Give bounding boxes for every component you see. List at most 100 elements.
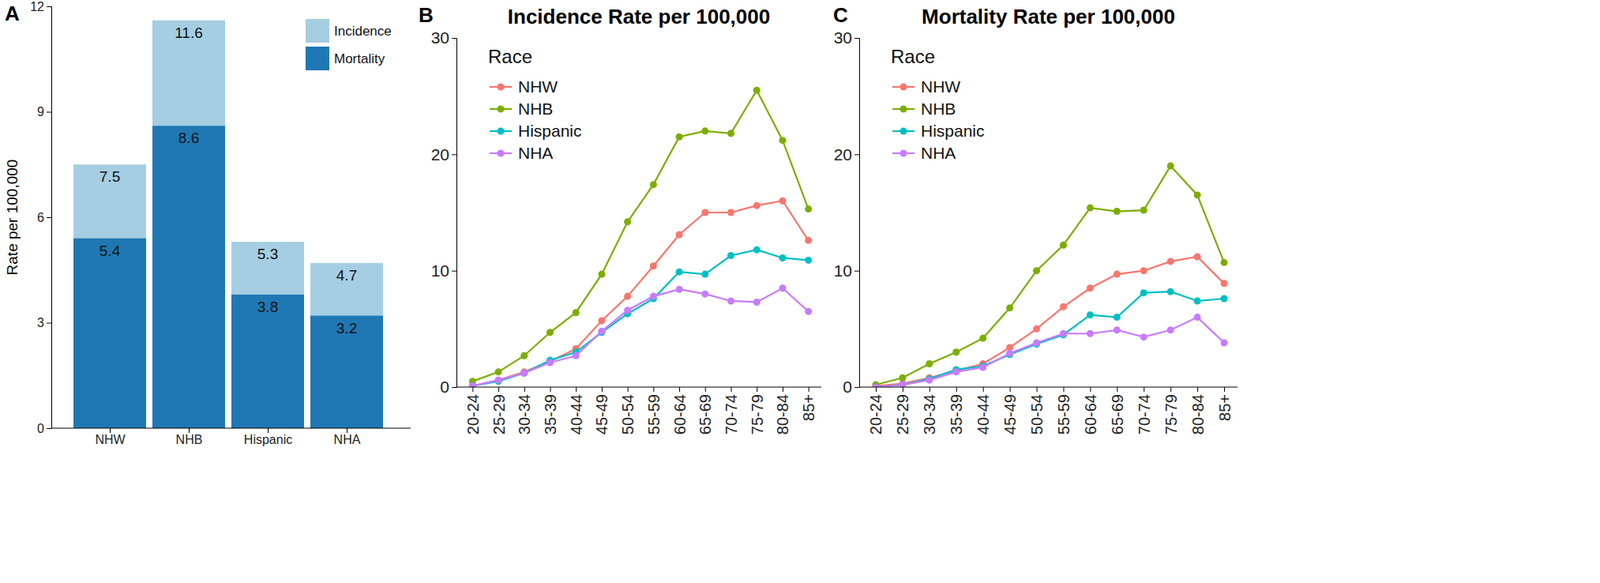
y-tick-label: 0 <box>439 377 450 396</box>
x-tick-label: 45-49 <box>1001 394 1019 435</box>
x-tick: 35-39 <box>947 386 966 435</box>
legend-marker <box>497 83 505 91</box>
x-tick-label: 40-44 <box>567 394 586 435</box>
data-label: 5.4 <box>99 242 121 260</box>
series-line <box>875 256 1225 387</box>
point <box>1113 313 1121 321</box>
x-tick: 75-79 <box>1162 386 1180 435</box>
legend-marker <box>900 127 908 136</box>
x-tick-label: NHA <box>334 432 361 447</box>
point <box>1167 288 1175 296</box>
y-axis: 0102030 <box>431 28 458 396</box>
legend-item: NHW <box>489 77 558 96</box>
y-tick: 9 <box>37 105 52 119</box>
y-tick-mark <box>46 112 52 113</box>
x-tick: 25-29 <box>893 386 912 435</box>
point <box>753 298 761 306</box>
x-tick-mark <box>524 386 526 392</box>
y-axis-line <box>854 38 861 388</box>
point <box>1032 325 1041 333</box>
point <box>701 290 709 298</box>
point <box>952 368 960 376</box>
point <box>1006 304 1014 312</box>
data-label: 3.8 <box>257 298 278 316</box>
x-tick-mark <box>1062 386 1064 392</box>
y-tick: 0 <box>37 421 52 436</box>
x-tick-label: 50-54 <box>619 394 637 435</box>
point <box>676 268 684 276</box>
x-tick: Hispanic <box>244 428 293 447</box>
legend-item: NHA <box>489 143 553 162</box>
x-tick-label: 30-34 <box>515 394 534 435</box>
x-tick-mark <box>267 428 269 433</box>
y-axis-line <box>451 38 458 388</box>
legend-item: NHA <box>892 143 956 162</box>
point <box>495 376 503 384</box>
point <box>753 86 761 94</box>
x-tick-mark <box>808 386 810 392</box>
point <box>701 270 709 278</box>
x-tick-label: 80-84 <box>773 394 792 435</box>
legend-swatch <box>305 46 330 71</box>
x-tick-label: 65-69 <box>696 394 714 435</box>
point <box>469 382 477 387</box>
y-tick-label: 30 <box>431 28 450 47</box>
series-line <box>472 288 808 387</box>
point <box>597 327 605 335</box>
x-tick-mark <box>782 386 784 392</box>
x-tick: 55-59 <box>1055 386 1073 435</box>
x-tick-mark <box>109 428 111 433</box>
x-axis-line <box>859 386 1238 388</box>
legend: RaceNHWNHBHispanicNHA <box>890 45 985 162</box>
x-tick-label: 65-69 <box>1108 394 1127 435</box>
x-tick-label: 75-79 <box>1162 394 1180 435</box>
x-tick: NHA <box>334 428 361 447</box>
x-axis-line <box>51 428 411 429</box>
point <box>520 352 528 360</box>
y-tick: 10 <box>431 261 457 280</box>
point <box>979 363 987 371</box>
legend-marker <box>497 105 505 113</box>
x-tick-mark <box>956 386 958 392</box>
point <box>778 254 786 262</box>
x-axis-group: NHWNHBHispanicNHA <box>51 428 411 447</box>
point <box>623 292 631 301</box>
x-tick-mark <box>1036 386 1038 392</box>
point <box>1032 266 1041 275</box>
x-tick: 35-39 <box>541 386 560 435</box>
x-tick-mark <box>601 386 603 392</box>
x-tick-label: NHB <box>176 432 203 447</box>
x-tick-mark <box>1116 386 1118 392</box>
lines <box>871 162 1228 387</box>
bar <box>73 238 147 429</box>
point <box>1194 191 1202 199</box>
x-tick-mark <box>472 386 474 392</box>
x-tick: 70-74 <box>1135 386 1154 435</box>
point <box>871 383 879 388</box>
x-tick: 50-54 <box>619 386 637 435</box>
point <box>1006 349 1014 357</box>
point <box>1032 339 1041 347</box>
legend-label: NHW <box>518 77 558 96</box>
x-axis: NHWNHBHispanicNHA <box>51 428 411 447</box>
data-label: 7.5 <box>99 168 121 185</box>
point <box>727 296 735 305</box>
y-axis-group: 0102030 <box>431 28 458 396</box>
x-tick-mark <box>188 428 190 433</box>
series-line <box>472 200 808 386</box>
x-axis: 20-2425-2930-3435-3940-4445-4950-5455-59… <box>859 386 1238 435</box>
x-tick-label: Hispanic <box>244 432 293 447</box>
point <box>623 217 631 226</box>
point <box>753 246 761 254</box>
x-tick: 40-44 <box>974 386 992 435</box>
legend-label: NHB <box>920 99 956 118</box>
point <box>1086 330 1094 338</box>
x-axis: 20-2425-2930-3435-3940-4445-4950-5455-59… <box>456 386 822 435</box>
y-tick-label: 20 <box>833 145 853 164</box>
point <box>1194 296 1202 305</box>
x-tick: 20-24 <box>867 386 885 435</box>
point <box>1220 339 1229 347</box>
x-tick-mark <box>1197 386 1199 392</box>
data-label: 3.2 <box>336 319 357 337</box>
bar <box>310 262 384 429</box>
